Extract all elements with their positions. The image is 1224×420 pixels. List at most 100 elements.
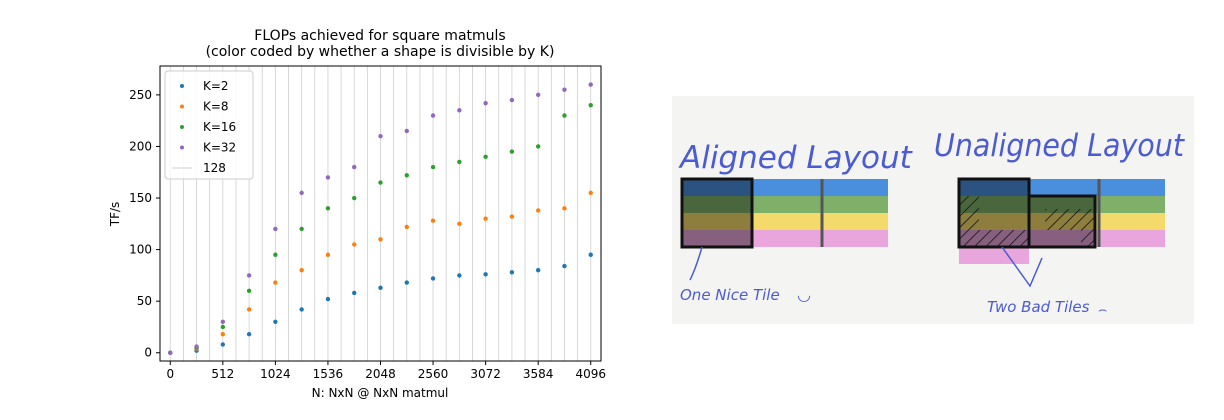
data-point <box>457 273 462 278</box>
x-tick-label: 3584 <box>523 367 554 381</box>
stripe-blue <box>959 179 1165 196</box>
data-point <box>457 159 462 165</box>
data-point <box>562 113 567 118</box>
data-point <box>352 164 357 170</box>
data-point <box>220 324 226 330</box>
data-point <box>378 285 383 290</box>
stripe-blue <box>682 179 888 196</box>
y-tick-label: 150 <box>129 191 152 205</box>
legend-label: K=8 <box>203 100 229 114</box>
data-point <box>404 128 409 134</box>
sad-face-icon: ⌢ <box>1098 302 1107 318</box>
data-point <box>588 102 593 108</box>
chart-subtitle: (color coded by whether a shape is divis… <box>206 44 555 60</box>
data-point <box>246 273 252 278</box>
stripe-pink <box>682 230 888 247</box>
data-point <box>562 206 567 211</box>
data-point <box>404 224 409 230</box>
data-point <box>483 100 488 106</box>
data-point <box>273 252 278 257</box>
data-point <box>299 268 304 273</box>
x-tick-label: 0 <box>166 367 174 381</box>
data-point <box>299 190 304 196</box>
nice-tile <box>680 177 754 249</box>
legend-marker <box>180 104 184 109</box>
data-point <box>325 206 331 211</box>
data-point <box>299 307 304 312</box>
data-point <box>535 268 541 273</box>
data-point <box>220 342 226 347</box>
data-point <box>509 270 515 275</box>
data-point <box>378 133 383 139</box>
x-tick-label: 3072 <box>470 367 501 381</box>
data-point <box>509 214 515 219</box>
flops-chart: FLOPs achieved for square matmuls (color… <box>108 28 606 400</box>
hatch-d <box>1081 230 1095 247</box>
unaligned-stripes <box>957 177 1165 288</box>
aligned-caption: One Nice Tile <box>680 286 780 304</box>
data-point <box>273 280 278 285</box>
data-point <box>535 144 541 149</box>
y-tick-label: 200 <box>129 139 152 153</box>
data-point <box>457 221 462 227</box>
aligned-layout-title: Aligned Layout <box>678 140 914 176</box>
data-point <box>352 242 357 247</box>
data-point <box>246 331 252 337</box>
legend-marker <box>180 125 184 129</box>
y-tick-label: 0 <box>144 346 152 360</box>
data-point <box>483 272 488 277</box>
data-point <box>194 344 199 349</box>
data-point <box>352 290 357 296</box>
data-point <box>535 92 541 98</box>
x-tick-label: 1024 <box>260 367 291 381</box>
happy-face-icon: ◡ <box>797 285 811 304</box>
data-point <box>430 164 436 170</box>
hatch-a <box>959 196 979 247</box>
y-tick-label: 250 <box>129 88 152 102</box>
data-point <box>325 175 331 180</box>
bad-tile-2 <box>1027 194 1097 249</box>
y-axis-label: TF/s <box>108 202 122 228</box>
data-point <box>299 226 304 232</box>
stripe-green <box>682 196 888 213</box>
legend-label: K=2 <box>203 79 229 93</box>
x-tick-label: 1536 <box>313 367 344 381</box>
overflow-stripe-pink <box>959 247 1029 264</box>
layout-illustration: Aligned Layout Unaligned Layout One Nice… <box>672 96 1194 324</box>
data-point <box>588 82 593 87</box>
data-point <box>220 319 226 325</box>
data-point <box>588 190 593 196</box>
y-tick-label: 100 <box>129 243 152 257</box>
data-point <box>509 97 515 103</box>
caption-pointer <box>689 246 703 281</box>
data-point <box>378 237 383 242</box>
data-point <box>430 113 436 118</box>
data-point <box>535 208 541 213</box>
legend-label: K=32 <box>203 141 236 155</box>
hatch-c <box>1045 209 1095 230</box>
data-point <box>430 276 436 281</box>
axes: 0 512 1024 1536 2048 2560 3072 3584 4096 0 50 100 15… <box>129 88 606 381</box>
unaligned-layout-title: Unaligned Layout <box>934 128 1186 164</box>
data-point <box>352 195 357 201</box>
data-point <box>325 252 331 257</box>
data-point <box>430 218 436 223</box>
data-point <box>325 296 331 302</box>
data-point <box>457 108 462 113</box>
data-point <box>273 226 278 232</box>
x-tick-label: 2560 <box>418 367 449 381</box>
data-point <box>588 252 593 257</box>
data-point <box>378 180 383 185</box>
data-point <box>483 216 488 221</box>
data-point <box>483 154 488 159</box>
data-point <box>509 149 515 154</box>
x-tick-label: 4096 <box>575 367 606 381</box>
stripe-yellow <box>682 213 888 230</box>
legend-marker <box>180 145 184 150</box>
aligned-stripes <box>680 177 888 281</box>
legend-label: 128 <box>203 161 226 175</box>
legend-marker <box>180 84 184 88</box>
data-point <box>273 319 278 325</box>
chart-title: FLOPs achieved for square matmuls <box>254 28 505 44</box>
x-tick-label: 512 <box>211 367 234 381</box>
